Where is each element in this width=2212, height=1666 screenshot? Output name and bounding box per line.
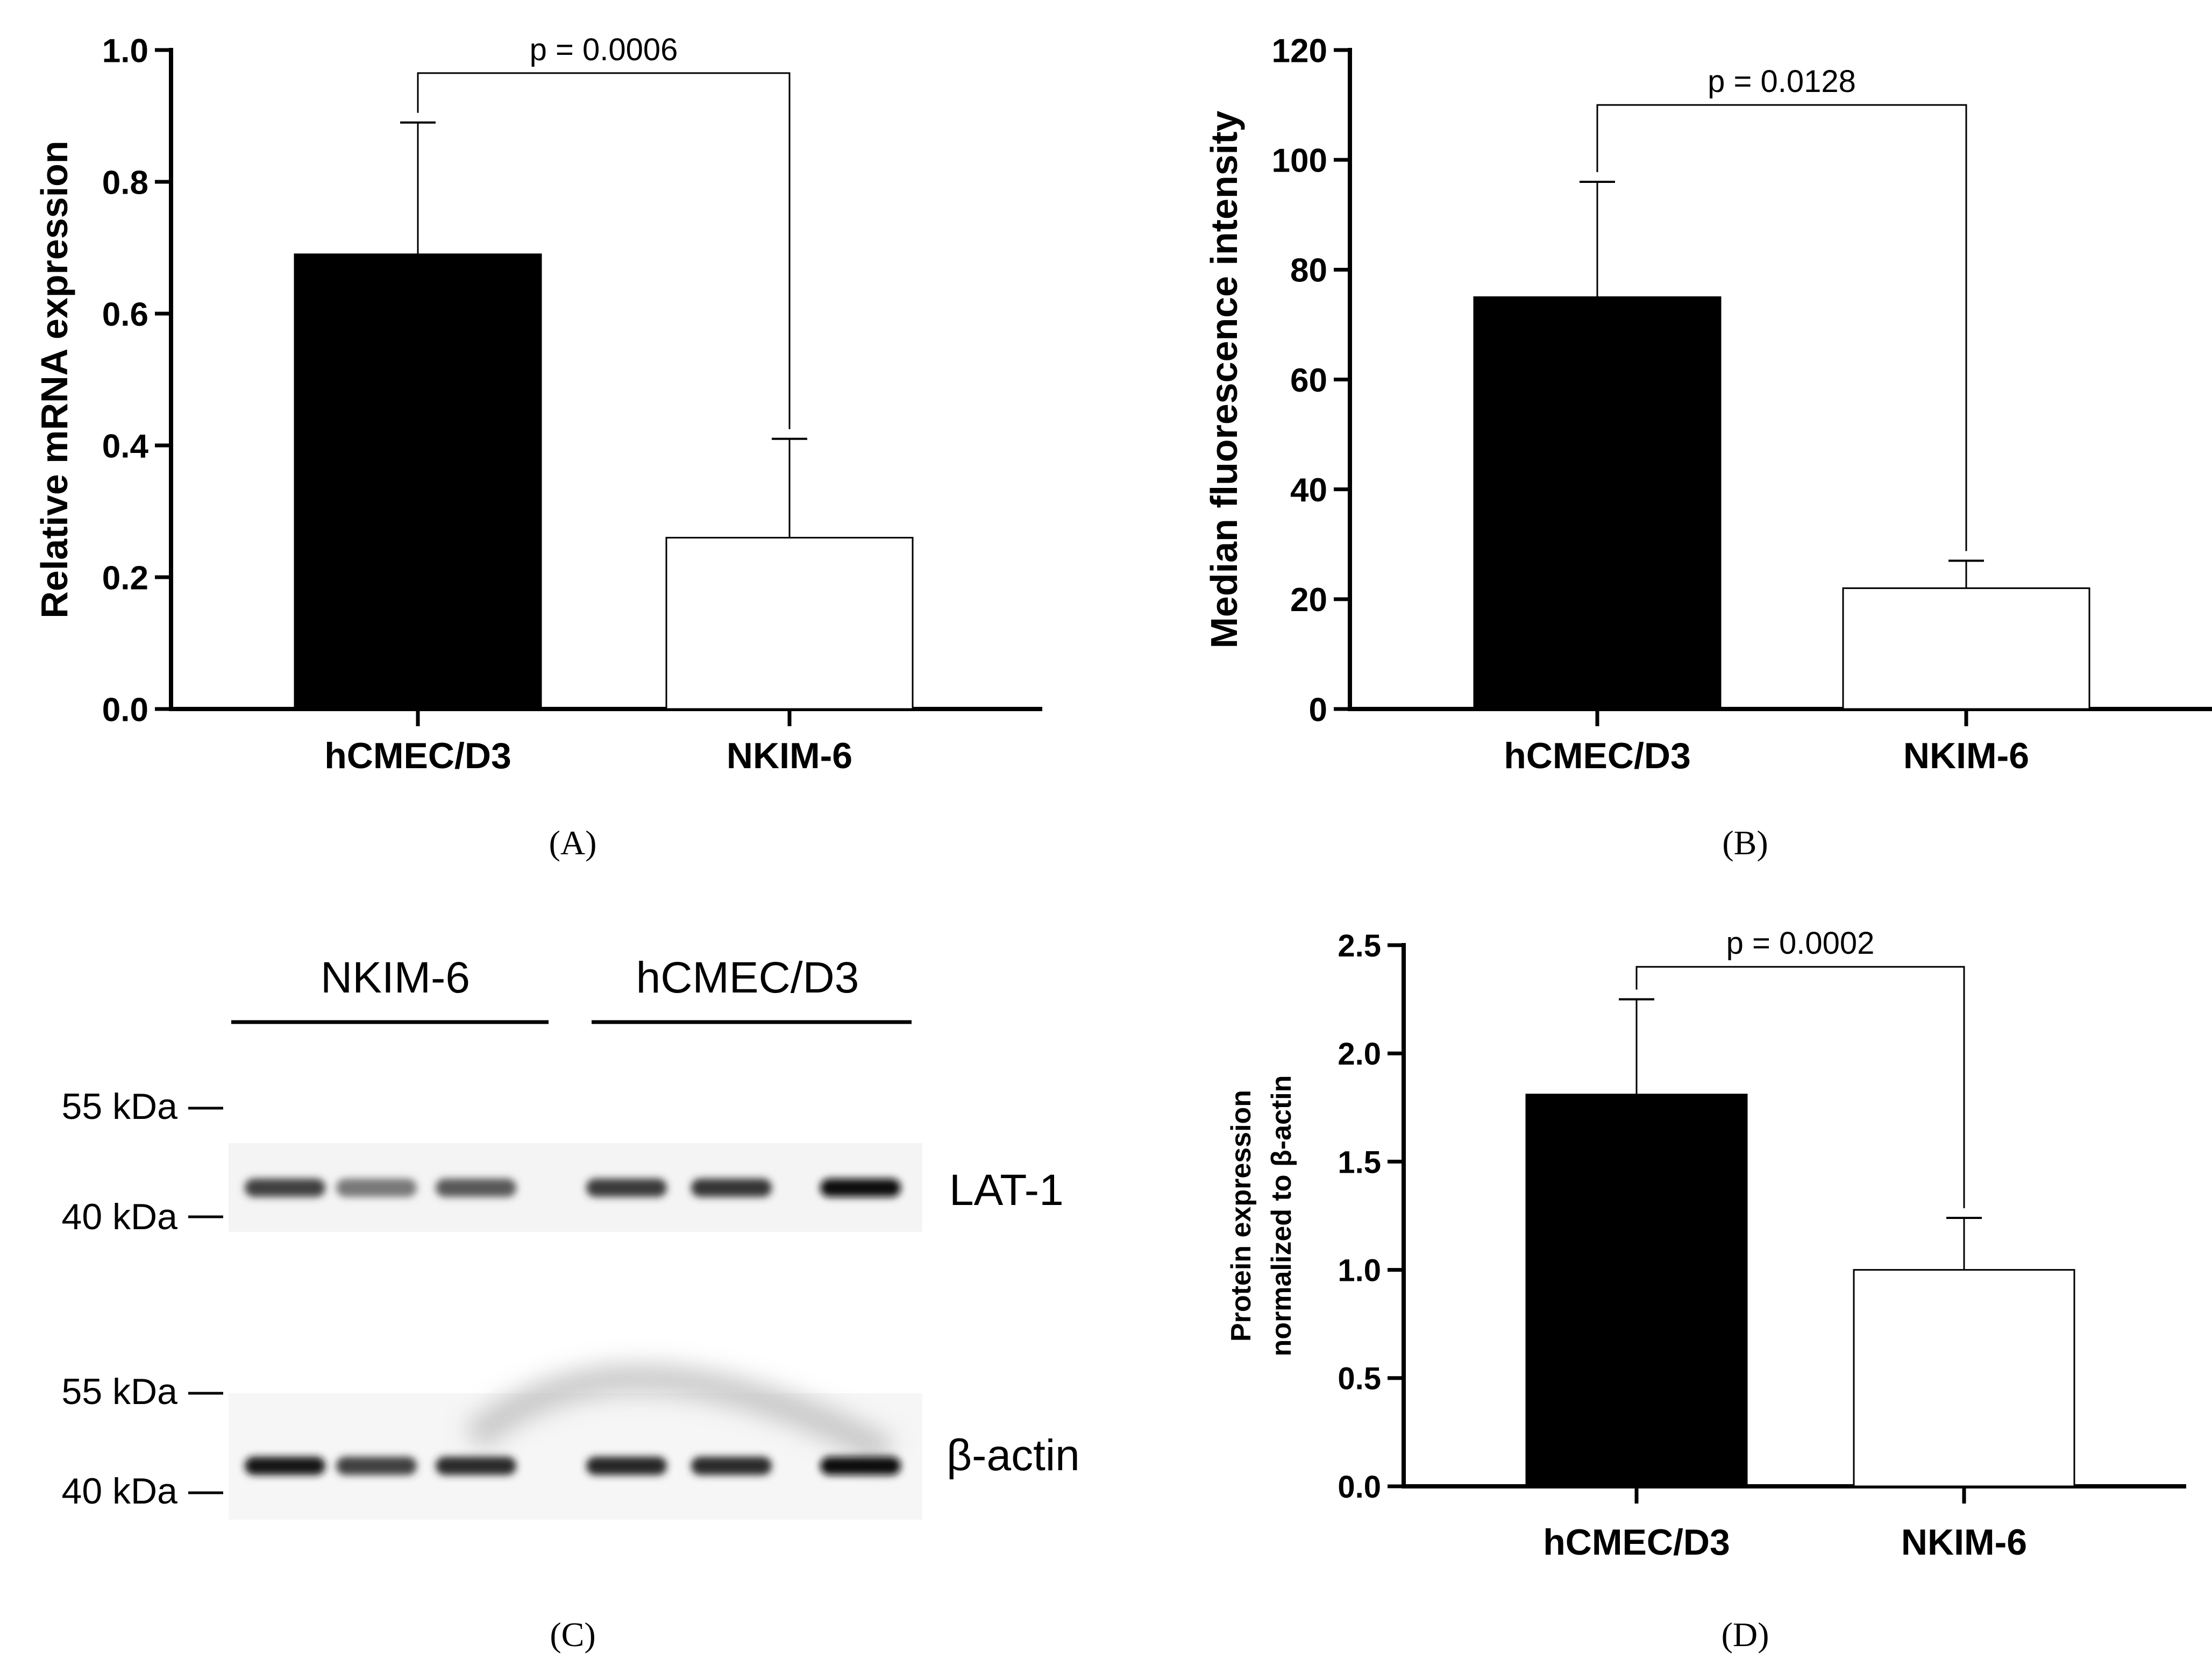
y-tick-label: 2.0 (1338, 1037, 1381, 1072)
panel-d-caption: (D) (1722, 1615, 1769, 1654)
y-tick-label: 0 (1309, 691, 1327, 728)
significance-label: p = 0.0128 (1708, 64, 1856, 99)
x-category-label: hCMEC/D3 (1504, 735, 1691, 776)
y-tick-label: 2.5 (1338, 928, 1381, 963)
marker-55kda-actin: 55 kDa (62, 1371, 178, 1412)
lat1-band (586, 1179, 667, 1197)
marker-40kda-lat1: 40 kDa (62, 1196, 178, 1237)
band-label-beta-actin: β-actin (947, 1431, 1080, 1480)
y-tick-label: 1.0 (102, 32, 148, 69)
y-axis-label-line: Protein expression (1226, 1090, 1257, 1342)
panel-a-caption: (A) (549, 824, 597, 862)
lat1-band (691, 1179, 772, 1197)
bar-nkim-6 (665, 537, 914, 710)
lat1-band (436, 1179, 516, 1197)
bar-nkim-6 (1853, 1269, 2075, 1487)
x-category-label: hCMEC/D3 (324, 735, 511, 776)
y-tick-label: 20 (1290, 582, 1327, 619)
bar-nkim-6 (1842, 587, 2090, 710)
lat1-bands (245, 1179, 901, 1197)
y-tick-label: 0.5 (1338, 1362, 1381, 1396)
significance-label: p = 0.0002 (1726, 926, 1875, 961)
y-tick-label: 0.6 (102, 296, 148, 333)
x-category-label: NKIM-6 (1903, 735, 2029, 776)
actin-bands (245, 1457, 901, 1475)
significance-bracket (1635, 966, 1965, 1209)
bar-hcmec-d3 (1525, 1094, 1748, 1487)
x-category-label: NKIM-6 (727, 735, 852, 776)
significance-label: p = 0.0006 (530, 32, 678, 67)
panel-c-western-blot: NKIM-6 hCMEC/D3 55 kDa 40 kDa 55 kDa 40 … (62, 953, 1080, 1520)
y-tick-label: 40 (1290, 472, 1327, 509)
beta-actin-band (820, 1457, 901, 1475)
marker-40kda-actin: 40 kDa (62, 1471, 178, 1512)
y-tick-label: 0.8 (102, 164, 148, 201)
y-tick-label: 0.2 (102, 559, 148, 597)
y-tick-label: 100 (1272, 142, 1327, 179)
y-tick-label: 120 (1272, 32, 1327, 69)
bar-hcmec-d3 (1473, 296, 1722, 710)
x-category-label: NKIM-6 (1901, 1522, 2027, 1563)
bar-hcmec-d3 (294, 253, 542, 710)
lat1-band (245, 1179, 325, 1197)
beta-actin-band (691, 1457, 772, 1475)
y-tick-label: 0.0 (102, 691, 148, 728)
beta-actin-band (586, 1457, 667, 1475)
y-tick-label: 80 (1290, 252, 1327, 289)
y-tick-label: 0.4 (102, 428, 149, 465)
y-tick-label: 1.0 (1338, 1253, 1381, 1288)
y-axis-label: Relative mRNA expression (33, 140, 75, 618)
beta-actin-band (245, 1457, 325, 1475)
lat1-band (820, 1179, 901, 1197)
beta-actin-band (336, 1457, 417, 1475)
lat1-band (336, 1179, 417, 1197)
y-tick-label: 1.5 (1338, 1145, 1381, 1180)
panel-d-chart: 0.0 0.5 1.0 1.5 2.0 2.5 hCMEC/D3 NKIM-6 p = 0.00… (1226, 926, 2186, 1563)
marker-55kda-lat1: 55 kDa (62, 1086, 178, 1127)
panel-a-chart: 0.0 0.2 0.4 0.6 0.8 1.0 hCMEC/D3 NKIM-6 p = 0.00… (33, 32, 1042, 776)
x-category-label: hCMEC/D3 (1543, 1522, 1730, 1563)
significance-bracket (417, 72, 791, 429)
band-label-lat1: LAT-1 (949, 1166, 1064, 1215)
blot-group-label-hcmec: hCMEC/D3 (636, 953, 859, 1002)
y-tick-label: 0.0 (1338, 1470, 1381, 1505)
beta-actin-band (436, 1457, 516, 1475)
y-axis-label-line: normalized to β-actin (1266, 1075, 1297, 1357)
panel-c-caption: (C) (550, 1615, 595, 1654)
significance-bracket (1596, 104, 1967, 551)
y-axis-label: Median fluorescence intensity (1203, 111, 1245, 649)
actin-smear (463, 1364, 894, 1466)
panel-b-caption: (B) (1722, 824, 1768, 862)
panel-b-chart: 0 20 40 60 80 100 120 hCMEC/D3 NKIM-6 p = 0.0128 M… (1203, 32, 2212, 776)
blot-group-label-nkim6: NKIM-6 (321, 953, 470, 1002)
y-tick-label: 60 (1290, 362, 1327, 399)
lat1-blot-area (229, 1143, 922, 1232)
